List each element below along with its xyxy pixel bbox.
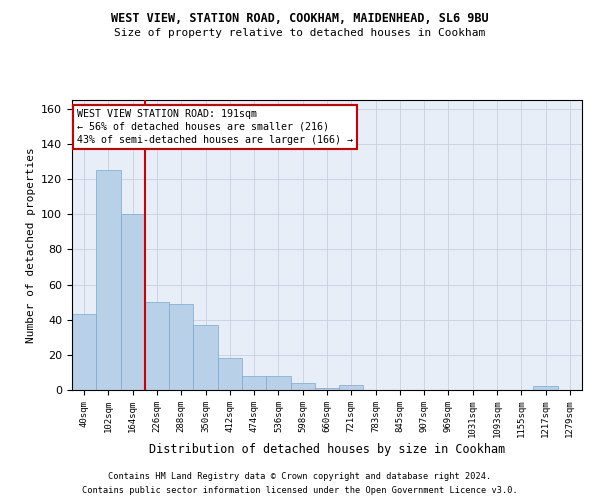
Bar: [339, 384, 364, 390]
Bar: [169, 304, 193, 390]
Bar: [266, 376, 290, 390]
Text: WEST VIEW STATION ROAD: 191sqm
← 56% of detached houses are smaller (216)
43% of: WEST VIEW STATION ROAD: 191sqm ← 56% of …: [77, 108, 353, 145]
Text: Contains HM Land Registry data © Crown copyright and database right 2024.: Contains HM Land Registry data © Crown c…: [109, 472, 491, 481]
Bar: [121, 214, 145, 390]
Text: Size of property relative to detached houses in Cookham: Size of property relative to detached ho…: [115, 28, 485, 38]
Bar: [193, 325, 218, 390]
Bar: [242, 376, 266, 390]
Bar: [145, 302, 169, 390]
Bar: [290, 383, 315, 390]
Bar: [96, 170, 121, 390]
Bar: [533, 386, 558, 390]
Bar: [315, 388, 339, 390]
Text: Contains public sector information licensed under the Open Government Licence v3: Contains public sector information licen…: [82, 486, 518, 495]
Text: WEST VIEW, STATION ROAD, COOKHAM, MAIDENHEAD, SL6 9BU: WEST VIEW, STATION ROAD, COOKHAM, MAIDEN…: [111, 12, 489, 26]
Y-axis label: Number of detached properties: Number of detached properties: [26, 147, 35, 343]
Bar: [72, 314, 96, 390]
Bar: [218, 358, 242, 390]
X-axis label: Distribution of detached houses by size in Cookham: Distribution of detached houses by size …: [149, 443, 505, 456]
